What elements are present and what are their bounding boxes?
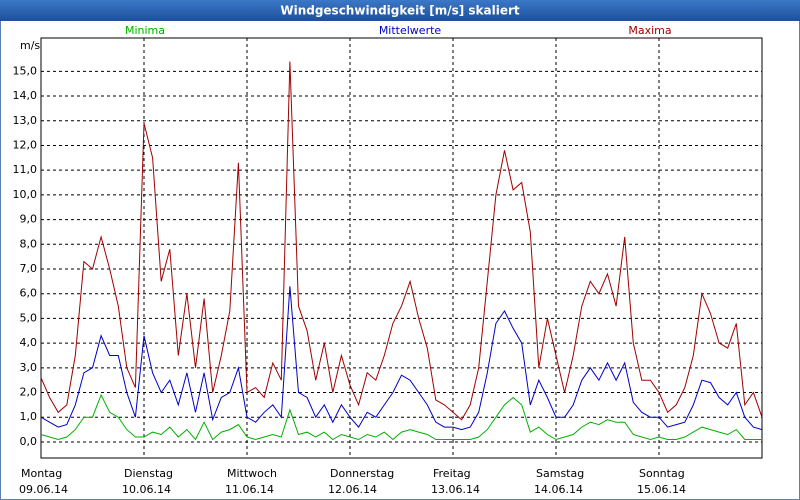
y-tick-label: 3,0 xyxy=(20,361,38,374)
series-line xyxy=(40,393,762,441)
legend-entry: Minima xyxy=(125,24,165,37)
x-tick-date: 10.06.14 xyxy=(122,483,171,496)
y-tick-label: 4,0 xyxy=(20,336,38,349)
plot-area xyxy=(40,37,763,459)
y-tick-label: 1,0 xyxy=(20,410,38,423)
chart-title: Windgeschwindigkeit [m/s] skaliert xyxy=(280,4,520,18)
y-tick-label: 7,0 xyxy=(20,262,38,275)
x-tick-date: 11.06.14 xyxy=(225,483,274,496)
series-line xyxy=(40,286,763,431)
y-tick-label: 2,0 xyxy=(20,386,38,399)
x-tick-label: Samstag xyxy=(536,467,584,480)
y-tick-label: 8,0 xyxy=(20,237,38,250)
y-tick-label: 15,0 xyxy=(13,64,38,77)
x-tick-date: 15.06.14 xyxy=(637,483,686,496)
y-tick-label: 9,0 xyxy=(20,213,38,226)
x-tick-label: Freitag xyxy=(433,467,471,480)
x-tick-label: Mittwoch xyxy=(227,467,277,480)
y-axis-label: m/s xyxy=(20,39,40,52)
series-line xyxy=(40,61,763,421)
title-bar xyxy=(0,0,800,21)
x-tick-date: 12.06.14 xyxy=(328,483,377,496)
y-tick-label: 10,0 xyxy=(13,188,38,201)
x-tick-date: 13.06.14 xyxy=(431,483,480,496)
x-tick-label: Donnerstag xyxy=(330,467,394,480)
y-tick-label: 6,0 xyxy=(20,287,38,300)
y-tick-label: 12,0 xyxy=(13,138,38,151)
y-tick-label: 0,0 xyxy=(20,435,38,448)
legend-entry: Mittelwerte xyxy=(379,24,442,37)
x-tick-date: 14.06.14 xyxy=(534,483,583,496)
x-tick-label: Sonntag xyxy=(639,467,685,480)
y-tick-label: 13,0 xyxy=(13,114,38,127)
y-tick-label: 5,0 xyxy=(20,311,38,324)
legend-entry: Maxima xyxy=(628,24,671,37)
y-tick-label: 11,0 xyxy=(13,163,38,176)
y-tick-label: 14,0 xyxy=(13,89,38,102)
x-tick-label: Dienstag xyxy=(124,467,173,480)
x-tick-label: Montag xyxy=(21,467,62,480)
x-tick-date: 09.06.14 xyxy=(19,483,68,496)
